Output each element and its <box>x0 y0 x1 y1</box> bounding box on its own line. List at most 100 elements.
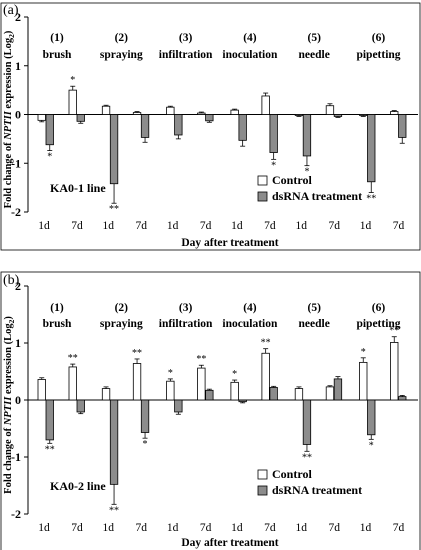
bar <box>37 379 46 401</box>
significance-mark: ** <box>302 452 312 463</box>
y-tick-label: 1 <box>15 336 21 350</box>
bar <box>101 388 111 401</box>
group-name: infiltration <box>159 49 213 61</box>
legend-swatch <box>257 175 268 186</box>
day-label: 7d <box>136 220 148 232</box>
group-number: (3) <box>179 32 193 44</box>
bar <box>269 387 278 401</box>
bar <box>261 95 270 115</box>
day-label: 7d <box>200 522 212 534</box>
day-label: 1d <box>360 220 372 232</box>
day-label: 1d <box>167 220 179 232</box>
day-label: 7d <box>393 220 405 232</box>
day-label: 7d <box>136 522 148 534</box>
bar <box>367 399 376 436</box>
bar <box>174 399 183 413</box>
bar <box>109 114 119 185</box>
chart-panel: (b)2 1 0 -1 -2 Fold change of NPTII expressio… <box>0 271 421 550</box>
day-label: 1d <box>103 220 115 232</box>
bar <box>325 386 335 401</box>
group-number: (2) <box>115 302 129 314</box>
day-label: 7d <box>71 220 83 232</box>
bar <box>174 114 183 136</box>
day-label: 1d <box>360 522 372 534</box>
group-name: needle <box>299 318 330 330</box>
bar <box>140 114 150 138</box>
y-tick-label: 0 <box>15 393 21 407</box>
bar <box>166 106 175 115</box>
legend-swatch <box>257 191 268 202</box>
significance-mark: ** <box>109 204 119 215</box>
significance-mark: * <box>361 347 366 358</box>
panel-border <box>0 271 421 550</box>
significance-mark: * <box>168 368 173 379</box>
y-tick-label: -1 <box>11 156 21 170</box>
day-label: 7d <box>264 220 276 232</box>
significance-mark: * <box>47 152 52 163</box>
significance-mark: * <box>143 439 148 450</box>
bar <box>359 361 368 401</box>
bar <box>109 399 119 485</box>
day-label: 7d <box>71 522 83 534</box>
day-label: 1d <box>103 522 115 534</box>
bar <box>140 399 150 433</box>
significance-mark: ** <box>196 354 206 365</box>
significance-mark: ** <box>109 505 119 516</box>
day-label: 7d <box>328 522 340 534</box>
significance-mark: ** <box>132 348 142 359</box>
day-label: 1d <box>38 220 50 232</box>
bar <box>261 352 270 401</box>
group-name: needle <box>299 49 330 61</box>
group-number: (4) <box>243 32 257 44</box>
bar <box>205 114 214 122</box>
legend-label: dsRNA treatment <box>272 483 362 497</box>
y-tick-label: 2 <box>15 10 21 24</box>
bar <box>398 396 407 401</box>
line-label: KA0-2 line <box>50 479 106 493</box>
x-axis-label: Day after treatment <box>181 237 278 249</box>
significance-mark: ** <box>45 444 55 455</box>
day-label: 7d <box>393 522 405 534</box>
y-axis-label: Fold change of NPTII expression (Log2) <box>3 316 16 494</box>
bar <box>390 342 399 401</box>
y-tick-label: 1 <box>15 59 21 73</box>
group-name: infiltration <box>159 318 213 330</box>
day-label: 1d <box>231 522 243 534</box>
legend-swatch <box>257 469 268 480</box>
group-name: brush <box>43 49 72 61</box>
significance-mark: ** <box>261 338 271 349</box>
significance-mark: * <box>304 167 309 178</box>
group-number: (6) <box>372 302 386 314</box>
bar <box>294 114 304 116</box>
bar <box>197 367 206 401</box>
panel-border <box>0 2 421 251</box>
significance-mark: * <box>369 440 374 451</box>
day-label: 1d <box>231 220 243 232</box>
panel-label: (b) <box>3 273 20 288</box>
legend-label: Control <box>272 467 312 481</box>
bar <box>68 89 77 115</box>
bar <box>37 114 46 121</box>
significance-mark: ** <box>68 353 78 364</box>
y-tick-label: -2 <box>11 507 21 521</box>
legend-label: dsRNA treatment <box>272 189 362 203</box>
bar <box>333 114 343 117</box>
group-number: (3) <box>179 302 193 314</box>
day-label: 1d <box>38 522 50 534</box>
bar <box>302 399 312 445</box>
group-number: (1) <box>50 32 64 44</box>
bar <box>390 111 399 115</box>
bar <box>325 105 335 115</box>
y-tick-label: -2 <box>11 205 21 219</box>
group-number: (5) <box>307 302 321 314</box>
bar <box>132 363 142 401</box>
group-name: inoculation <box>222 49 278 61</box>
bar <box>45 399 54 441</box>
y-tick-label: -1 <box>11 450 21 464</box>
panel-label: (a) <box>3 3 19 18</box>
bar <box>294 388 304 401</box>
group-number: (1) <box>50 302 64 314</box>
significance-mark: * <box>271 160 276 171</box>
x-axis-label: Day after treatment <box>181 537 278 549</box>
